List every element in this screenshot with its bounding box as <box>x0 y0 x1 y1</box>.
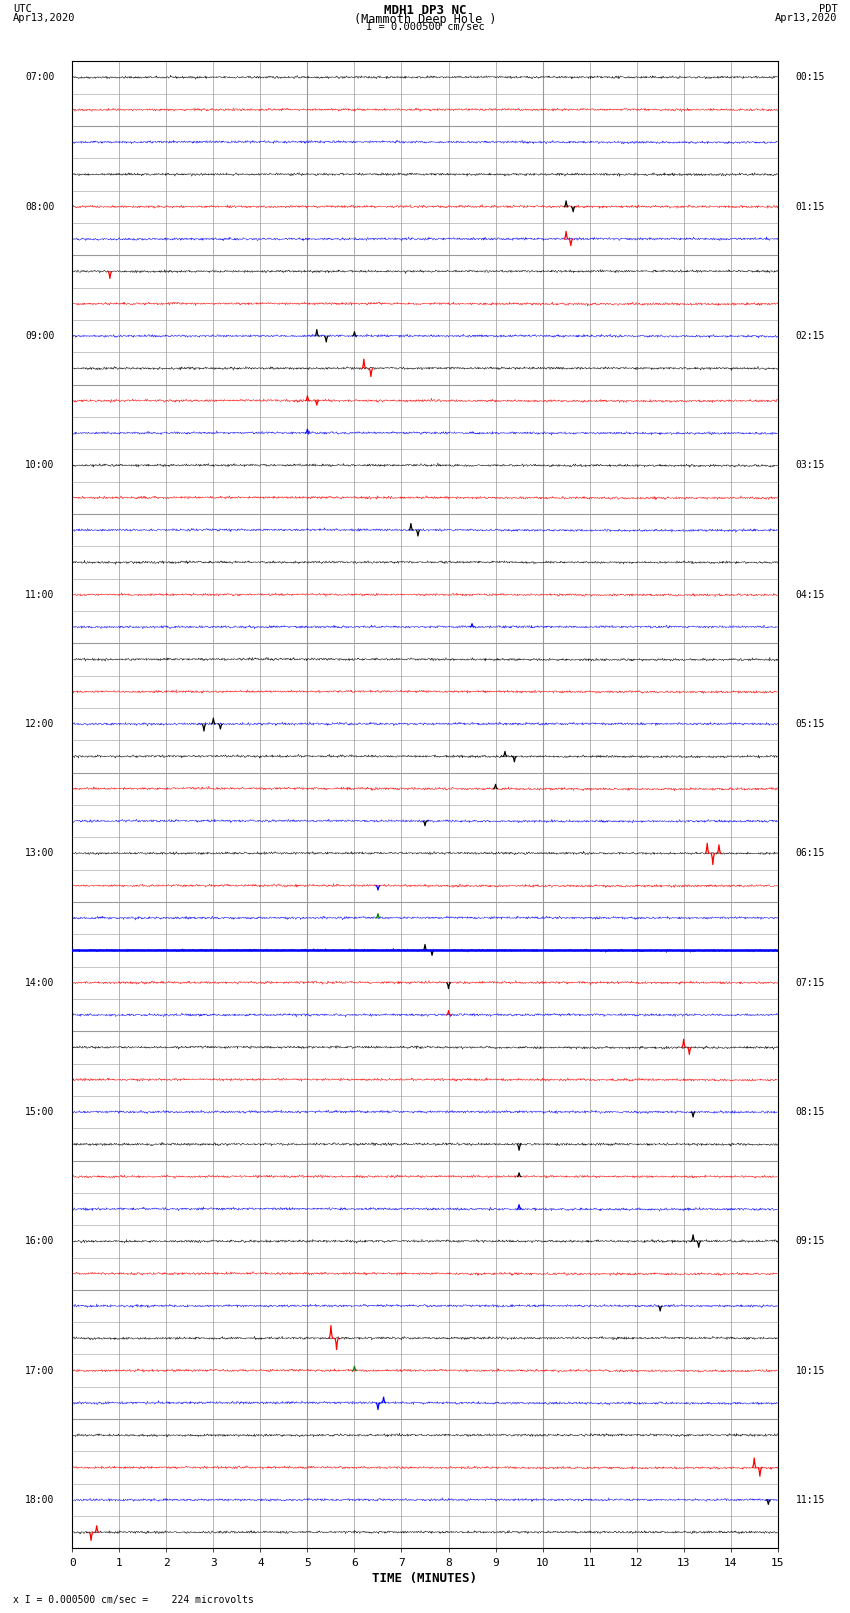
Text: 08:15: 08:15 <box>796 1107 825 1118</box>
Text: 06:15: 06:15 <box>796 848 825 858</box>
Text: 16:00: 16:00 <box>25 1236 54 1247</box>
Text: 15:00: 15:00 <box>25 1107 54 1118</box>
Text: 13:00: 13:00 <box>25 848 54 858</box>
Text: 03:15: 03:15 <box>796 460 825 471</box>
Text: I = 0.000500 cm/sec: I = 0.000500 cm/sec <box>366 23 484 32</box>
Text: MDH1 DP3 NC: MDH1 DP3 NC <box>383 5 467 18</box>
Text: x I = 0.000500 cm/sec =    224 microvolts: x I = 0.000500 cm/sec = 224 microvolts <box>13 1595 253 1605</box>
Text: 09:00: 09:00 <box>25 331 54 340</box>
Text: PDT: PDT <box>819 5 837 15</box>
Text: UTC: UTC <box>13 5 31 15</box>
Text: 09:15: 09:15 <box>796 1236 825 1247</box>
Text: 08:00: 08:00 <box>25 202 54 211</box>
Text: 10:00: 10:00 <box>25 460 54 471</box>
Text: 05:15: 05:15 <box>796 719 825 729</box>
Text: 11:15: 11:15 <box>796 1495 825 1505</box>
Text: 02:15: 02:15 <box>796 331 825 340</box>
Text: 00:15: 00:15 <box>796 73 825 82</box>
Text: 07:00: 07:00 <box>25 73 54 82</box>
Text: 11:00: 11:00 <box>25 590 54 600</box>
Text: 12:00: 12:00 <box>25 719 54 729</box>
Text: (Mammoth Deep Hole ): (Mammoth Deep Hole ) <box>354 13 496 26</box>
Text: 18:00: 18:00 <box>25 1495 54 1505</box>
Text: Apr13,2020: Apr13,2020 <box>774 13 837 23</box>
X-axis label: TIME (MINUTES): TIME (MINUTES) <box>372 1571 478 1584</box>
Text: Apr13,2020: Apr13,2020 <box>13 13 76 23</box>
Text: 17:00: 17:00 <box>25 1366 54 1376</box>
Text: 07:15: 07:15 <box>796 977 825 987</box>
Text: 10:15: 10:15 <box>796 1366 825 1376</box>
Text: 14:00: 14:00 <box>25 977 54 987</box>
Text: 01:15: 01:15 <box>796 202 825 211</box>
Text: 04:15: 04:15 <box>796 590 825 600</box>
